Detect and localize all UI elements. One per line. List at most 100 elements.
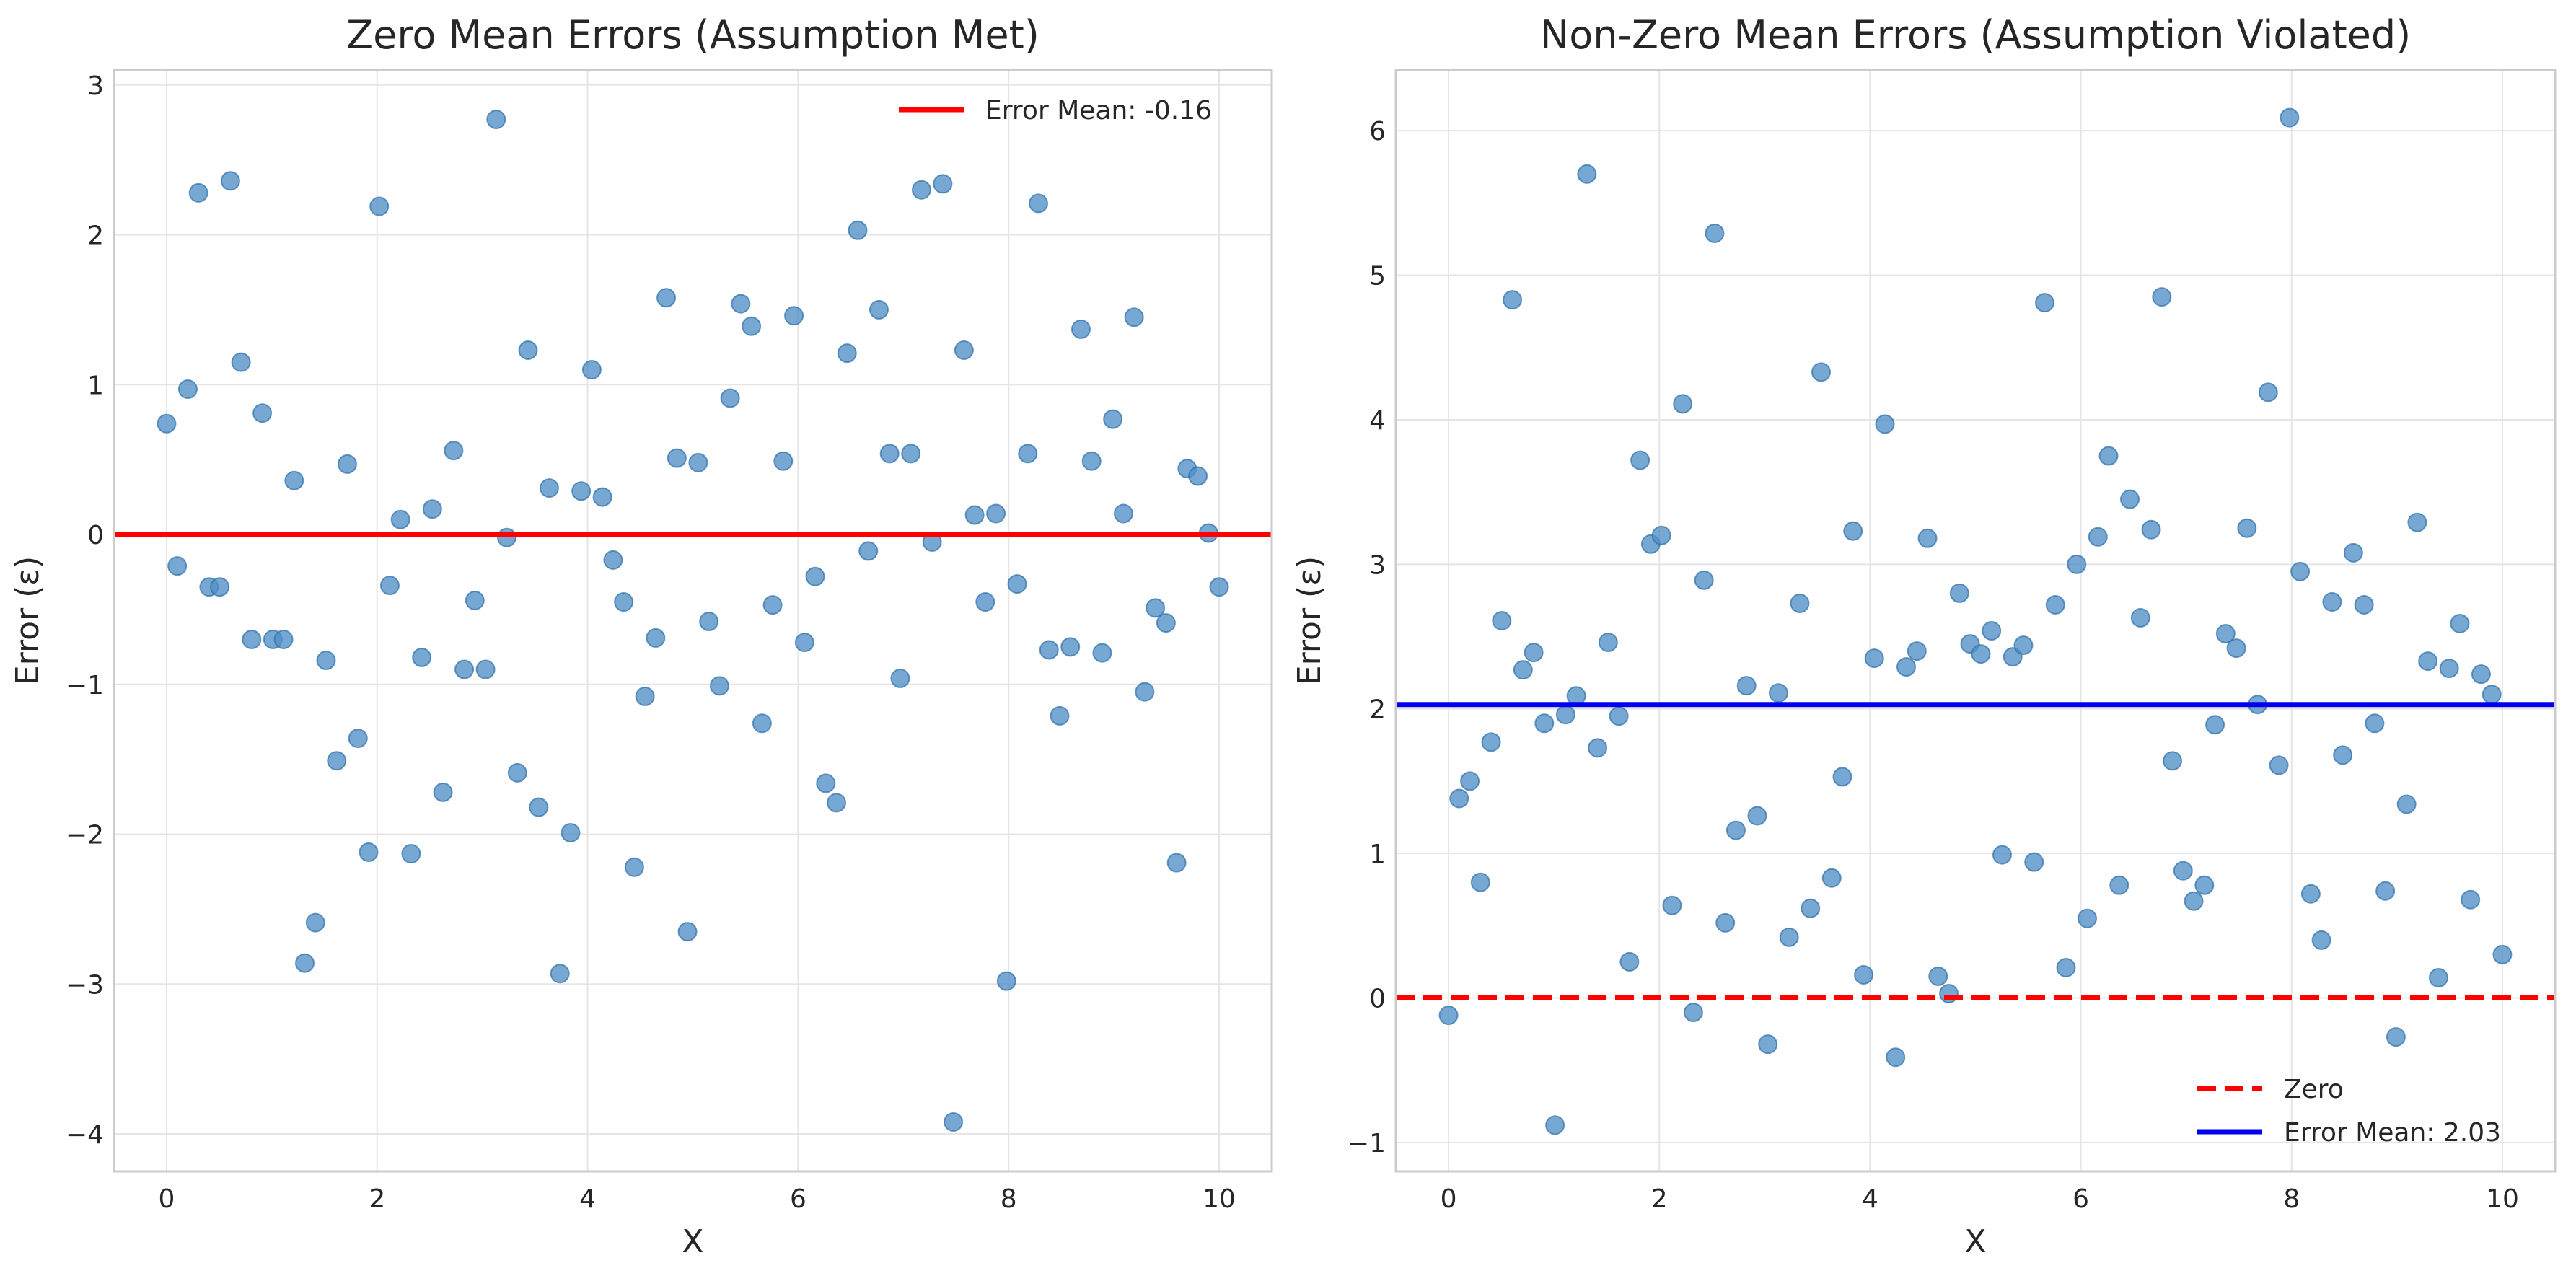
panel1-point-58: [773, 451, 794, 471]
panel1-ytick-4: 0: [87, 521, 104, 550]
panel2: 0 2 4 6 8 10 −1 0 1 2 3 4 5 6 Non-Zero Mean Errors (As…: [1291, 12, 2557, 1260]
panel2-point-79: [2280, 107, 2300, 128]
panel2-point-15: [1598, 633, 1618, 653]
panel1-point-54: [731, 294, 751, 314]
panel1-point-9: [252, 403, 273, 423]
panel1-point-57: [762, 595, 783, 615]
panel1-point-68: [879, 444, 900, 464]
panel1-point-50: [688, 452, 708, 472]
panel1-point-26: [433, 782, 453, 802]
panel2-point-10: [1545, 1115, 1565, 1135]
panel2-point-73: [2215, 624, 2236, 644]
panel1-point-91: [1124, 307, 1144, 327]
panel2-point-90: [2396, 794, 2417, 814]
panel2-point-21: [1662, 895, 1682, 915]
panel2-point-48: [1949, 583, 1969, 603]
panel1-point-73: [933, 174, 953, 194]
panel2-point-80: [2290, 561, 2311, 581]
panel2-point-42: [1886, 1047, 1906, 1068]
panel1-point-16: [327, 751, 347, 771]
panel2-point-8: [1524, 643, 1544, 663]
panel1-point-56: [752, 713, 772, 734]
panel2-point-50: [1971, 644, 1991, 664]
panel2-point-31: [1768, 683, 1788, 703]
panel2-point-88: [2375, 881, 2396, 901]
panel1-point-30: [475, 659, 496, 679]
panel1-xtick-4: 8: [1001, 1184, 1017, 1214]
panel1-point-37: [550, 964, 570, 984]
panel1-ytick-0: −4: [66, 1120, 104, 1150]
panel1-point-55: [742, 316, 762, 336]
panel2-point-71: [2194, 875, 2215, 895]
panel1-point-83: [1039, 640, 1059, 660]
panel2-point-54: [2013, 635, 2034, 656]
panel1-point-82: [1029, 193, 1049, 214]
panel2-point-17: [1619, 951, 1640, 972]
panel1-xlabel: X: [682, 1223, 703, 1260]
panel2-point-69: [2173, 861, 2193, 881]
panel2-point-61: [2088, 527, 2108, 547]
panel2-point-43: [1896, 657, 1917, 677]
panel2-point-97: [2471, 664, 2491, 685]
panel2-title: Non-Zero Mean Errors (Assumption Violate…: [1540, 12, 2411, 58]
panel1-point-71: [911, 180, 931, 200]
panel1-point-77: [975, 592, 995, 612]
panel1-ylabel: Error (ε): [9, 556, 46, 685]
panel1-point-43: [614, 592, 634, 612]
panel1-point-7: [231, 352, 251, 372]
panel2-ytick-0: −1: [1348, 1129, 1386, 1158]
panel1-point-64: [837, 343, 857, 364]
panel2-point-99: [2492, 944, 2513, 964]
panel2-point-36: [1821, 868, 1842, 888]
panel1-point-27: [444, 441, 464, 461]
panel1-point-59: [784, 306, 804, 326]
panel1-point-28: [454, 659, 475, 679]
panel2-point-22: [1673, 394, 1693, 414]
panel2-xtick-2: 4: [1862, 1184, 1878, 1214]
panel2-xtick-0: 0: [1441, 1184, 1457, 1214]
panel2-ytick-1: 0: [1369, 985, 1386, 1014]
panel1-point-65: [848, 220, 868, 240]
panel2-ytick-5: 4: [1369, 406, 1386, 436]
panel2-point-84: [2333, 745, 2353, 765]
panel1-point-34: [518, 340, 538, 361]
panel2-plot-area: [1396, 70, 2555, 1171]
panel2-point-67: [2152, 287, 2172, 307]
panel1-point-3: [188, 182, 208, 203]
panel1-point-62: [816, 773, 836, 793]
panel1-point-35: [529, 797, 549, 817]
panel2-point-87: [2365, 713, 2385, 734]
panel2-point-27: [1726, 820, 1746, 840]
panel1-point-18: [348, 729, 368, 749]
panel1-point-85: [1060, 637, 1081, 657]
panel1-frame: [113, 69, 1273, 1173]
panel1-ytick-1: −3: [66, 970, 104, 1000]
panel2-ylabel: Error (ε): [1291, 556, 1328, 685]
panel2-point-13: [1577, 164, 1597, 184]
panel2-point-18: [1630, 450, 1650, 470]
panel2-point-59: [2067, 554, 2087, 574]
panel2-point-28: [1736, 676, 1757, 696]
panel1-point-95: [1166, 853, 1187, 873]
panel1-xtick-3: 6: [790, 1184, 806, 1214]
panel2-point-89: [2386, 1027, 2406, 1047]
panel2-point-32: [1779, 927, 1799, 947]
panel1-point-97: [1188, 466, 1208, 486]
panel1-point-78: [986, 503, 1006, 524]
panel2-point-91: [2407, 512, 2427, 532]
panel1-point-60: [794, 633, 814, 653]
panel2-point-38: [1843, 521, 1863, 541]
panel2-point-14: [1588, 738, 1608, 758]
panel2-ytick-4: 3: [1369, 550, 1386, 580]
panel1-point-29: [465, 590, 485, 610]
panel2-legend-label-0: Zero: [2284, 1075, 2344, 1104]
panel2-point-77: [2258, 382, 2278, 402]
panel1-point-24: [412, 647, 432, 667]
panel1-point-19: [359, 842, 379, 862]
panel2-point-94: [2439, 659, 2459, 679]
panel2-point-6: [1503, 290, 1523, 310]
panel1-point-53: [720, 388, 740, 408]
panel2-point-65: [2130, 607, 2150, 628]
panel2-ytick-2: 1: [1369, 840, 1386, 869]
